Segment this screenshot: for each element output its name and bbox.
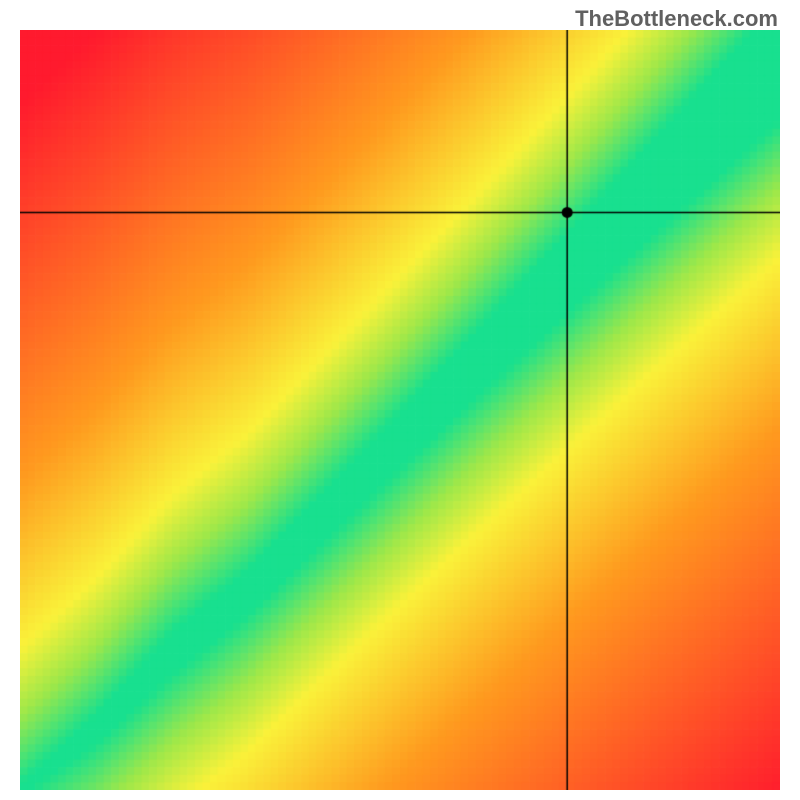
bottleneck-heatmap bbox=[20, 30, 780, 790]
watermark-text: TheBottleneck.com bbox=[575, 6, 778, 32]
